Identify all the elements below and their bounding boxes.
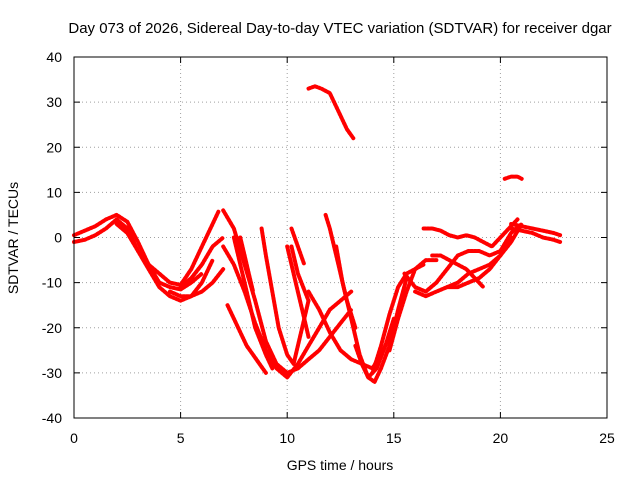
data-series-trace-16: [306, 84, 356, 141]
y-tick-label: -40: [42, 410, 62, 426]
y-tick-label: -10: [42, 275, 62, 291]
y-tick-label: 20: [46, 139, 62, 155]
data-series-trace-19: [353, 276, 409, 384]
chart-title: Day 073 of 2026, Sidereal Day-to-day VTE…: [68, 20, 611, 37]
x-tick-label: 25: [599, 430, 615, 446]
data-series-trace-6: [221, 208, 354, 375]
x-tick-label: 15: [386, 430, 402, 446]
y-tick-label: -20: [42, 320, 62, 336]
data-series-trace-13: [289, 226, 307, 267]
data-series-trace-14: [289, 244, 311, 303]
y-tick-label: 30: [46, 94, 62, 110]
y-tick-label: 40: [46, 49, 62, 65]
x-axis-label: GPS time / hours: [287, 457, 394, 473]
axis-ticks: 0 5 10 15 20 25 -40 -30 -20 -10 0 10 20 30 40: [42, 49, 615, 446]
data-series-trace-24: [430, 253, 486, 290]
y-tick-label: 10: [46, 184, 62, 200]
y-tick-label: -30: [42, 365, 62, 381]
x-tick-label: 0: [70, 430, 78, 446]
data-series-group: [72, 84, 563, 384]
data-series-trace-9: [238, 235, 256, 294]
data-series-trace-5: [178, 235, 226, 290]
data-series-trace-21: [387, 258, 439, 353]
data-series-trace-27: [502, 174, 524, 181]
data-series-trace-2: [72, 212, 204, 292]
data-series-trace-7: [221, 244, 354, 380]
data-series-trace-26: [421, 217, 520, 249]
data-series-trace-3: [114, 208, 221, 287]
data-series-trace-12: [285, 244, 311, 339]
data-series-trace-22: [402, 222, 524, 294]
x-tick-label: 20: [493, 430, 509, 446]
y-axis-label: SDTVAR / TECUs: [5, 182, 21, 294]
data-series-trace-4: [167, 267, 226, 299]
data-series-trace-10: [225, 303, 268, 375]
data-series-trace-28: [509, 222, 563, 238]
data-series-trace-11: [259, 226, 311, 366]
data-series-trace-8: [231, 235, 275, 371]
x-tick-label: 5: [177, 430, 185, 446]
data-series-trace-25: [445, 222, 524, 290]
y-tick-label: 0: [54, 230, 62, 246]
data-series-trace-29: [509, 226, 563, 244]
x-tick-label: 10: [279, 430, 295, 446]
